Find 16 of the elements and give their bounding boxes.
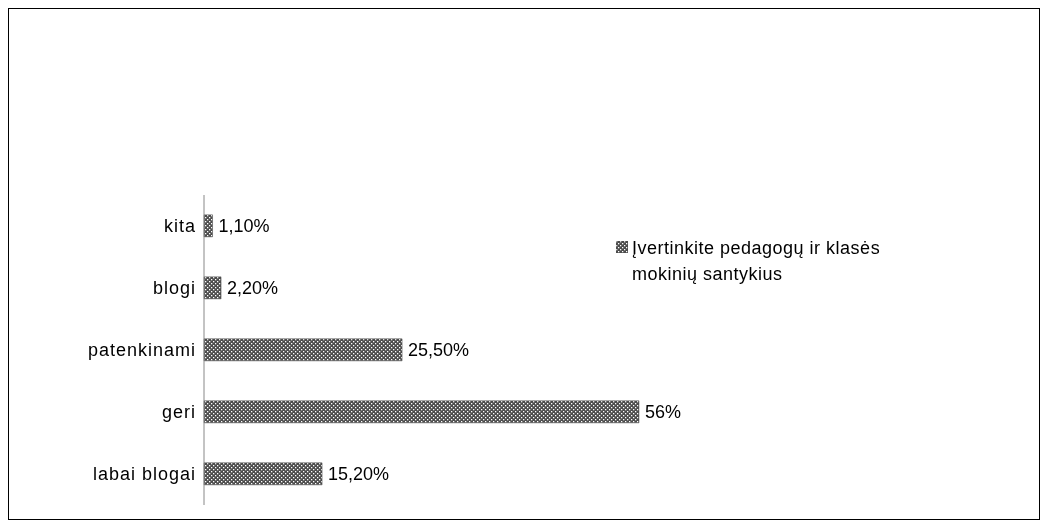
data-label: 15,20% [328,464,390,485]
y-tick-label: geri [161,402,196,423]
bar [203,338,403,362]
bar [203,276,222,300]
bar [203,214,213,238]
data-label: 1,10% [218,216,270,237]
y-tick-label: kita [163,216,196,237]
bar [203,462,323,486]
legend-label: Įvertinkite pedagogų ir klasės mokinių santykius [632,237,882,286]
data-label: 25,50% [408,340,470,361]
data-label: 56% [645,402,682,423]
data-label: 2,20% [227,278,279,299]
y-tick-label: patenkinami [87,340,196,361]
bar [203,400,640,424]
y-tick-label: blogi [152,278,196,299]
y-tick-label: labai blogai [92,464,196,485]
